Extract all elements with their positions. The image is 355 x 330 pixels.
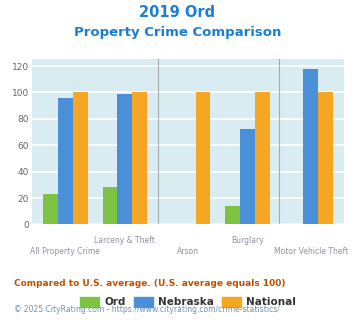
Text: Property Crime Comparison: Property Crime Comparison	[74, 26, 281, 39]
Bar	[318, 92, 333, 224]
Bar	[43, 194, 58, 224]
Bar	[240, 129, 255, 224]
Text: Arson: Arson	[177, 247, 199, 256]
Bar	[225, 206, 240, 224]
Text: All Property Crime: All Property Crime	[31, 247, 100, 256]
Text: Burglary: Burglary	[231, 236, 264, 245]
Text: Larceny & Theft: Larceny & Theft	[94, 236, 155, 245]
Bar	[58, 98, 73, 224]
Text: © 2025 CityRating.com - https://www.cityrating.com/crime-statistics/: © 2025 CityRating.com - https://www.city…	[14, 305, 280, 314]
Bar	[255, 92, 270, 224]
Bar	[304, 69, 318, 224]
Legend: Ord, Nebraska, National: Ord, Nebraska, National	[76, 293, 300, 312]
Text: Compared to U.S. average. (U.S. average equals 100): Compared to U.S. average. (U.S. average …	[14, 279, 286, 288]
Bar	[196, 92, 211, 224]
Bar	[73, 92, 88, 224]
Text: 2019 Ord: 2019 Ord	[140, 5, 215, 20]
Bar	[103, 187, 118, 224]
Text: Motor Vehicle Theft: Motor Vehicle Theft	[274, 247, 348, 256]
Bar	[132, 92, 147, 224]
Bar	[118, 94, 132, 224]
